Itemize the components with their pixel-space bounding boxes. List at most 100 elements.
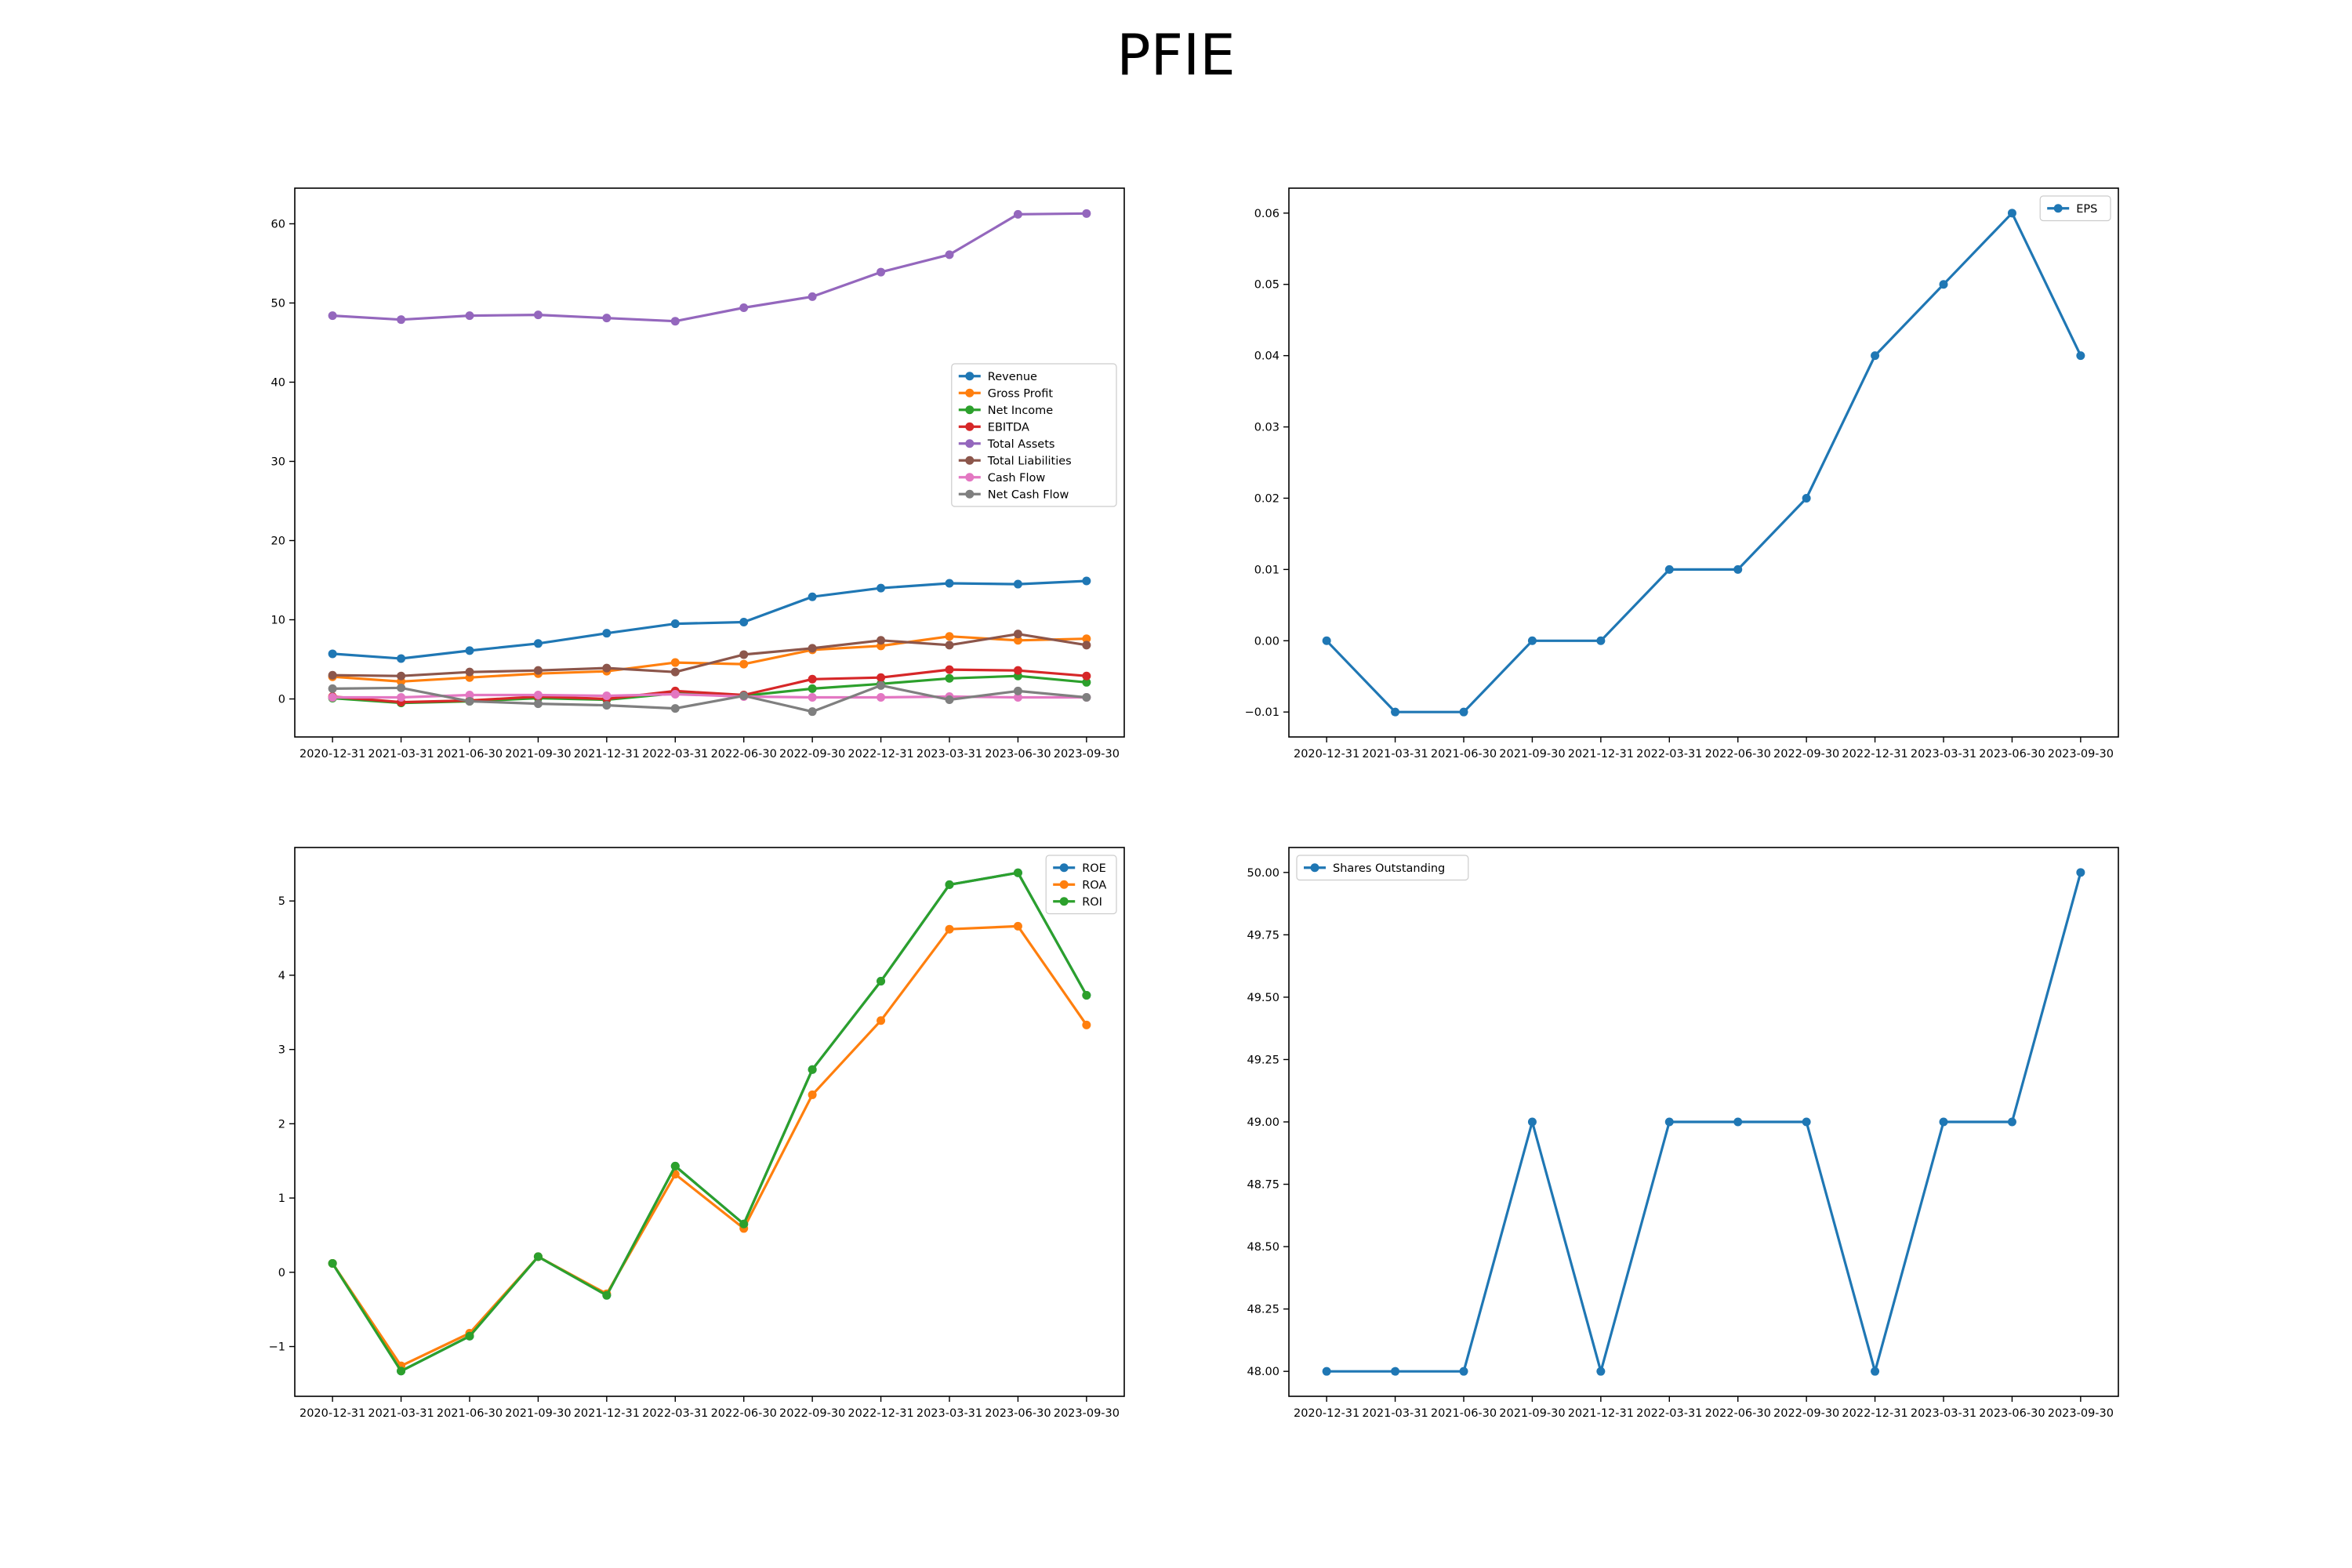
series-line (1325, 212, 2082, 713)
x-tick-label: 2022-03-31 (642, 748, 708, 760)
legend-label: Net Cash Flow (988, 488, 1069, 501)
data-point (1082, 671, 1091, 681)
legend-swatch-marker (965, 473, 975, 482)
data-point (1939, 1117, 1948, 1127)
data-point (397, 1367, 406, 1376)
series-line (332, 684, 1087, 713)
y-tick-label: −1 (269, 1341, 285, 1354)
data-point (397, 671, 406, 681)
x-tick-label: 2021-06-30 (1431, 748, 1497, 760)
legend-swatch-marker (965, 489, 975, 499)
data-point (328, 311, 337, 321)
y-tick-label: 3 (278, 1044, 285, 1057)
y-tick-label: 49.75 (1247, 929, 1279, 942)
data-point (945, 250, 954, 260)
data-point (602, 663, 612, 673)
data-point (328, 684, 337, 693)
legend: EPS (2039, 195, 2111, 222)
data-point (1733, 564, 1743, 574)
data-point (1082, 692, 1091, 702)
legend: ROE ROA ROI (1045, 855, 1117, 915)
data-point (1459, 1367, 1468, 1376)
data-point (1391, 707, 1400, 717)
data-point (1013, 579, 1022, 589)
data-point (1871, 351, 1880, 361)
data-point (739, 303, 749, 313)
data-point (808, 1090, 817, 1099)
x-tick-label: 2021-06-30 (437, 1407, 503, 1420)
data-point (808, 644, 817, 653)
x-tick-label: 2021-03-31 (368, 1407, 434, 1420)
y-tick-label: 10 (271, 615, 285, 627)
x-tick-label: 2023-06-30 (1979, 1407, 2045, 1420)
data-point (945, 924, 954, 934)
x-tick-label: 2022-03-31 (642, 1407, 708, 1420)
series-line (331, 871, 1088, 1373)
data-point (533, 699, 543, 709)
y-tick-label: 0.01 (1254, 564, 1279, 576)
data-point (1013, 209, 1022, 219)
y-tick-label: 50.00 (1247, 867, 1279, 880)
subplot-returns: 2020-12-31 2021-03-31 2021-06-30 2021-09-30… (269, 847, 1125, 1420)
data-point (1082, 1020, 1091, 1029)
x-tick-label: 2021-12-31 (574, 748, 640, 760)
x-tick-label: 2022-06-30 (711, 748, 777, 760)
data-point (328, 1258, 337, 1268)
data-point (1871, 1367, 1880, 1376)
data-point (1013, 921, 1022, 931)
y-tick-label: 48.75 (1247, 1179, 1279, 1192)
x-tick-label: 2022-09-30 (779, 748, 845, 760)
x-tick-label: 2023-09-30 (1054, 1407, 1120, 1420)
x-tick-label: 2023-03-31 (916, 1407, 982, 1420)
plot-area-frame (294, 187, 1125, 738)
y-tick-label: 5 (278, 895, 285, 908)
data-point (670, 619, 680, 629)
series-line (331, 924, 1088, 1367)
x-tick-label: 2022-09-30 (1773, 1407, 1839, 1420)
data-point (1013, 686, 1022, 695)
data-point (1802, 493, 1811, 503)
data-point (465, 646, 474, 655)
y-tick-label: 48.25 (1247, 1304, 1279, 1316)
data-point (945, 579, 954, 588)
legend: Revenue Gross Profit Net Income EBITDA Total… (951, 363, 1117, 507)
x-tick-label: 2022-06-30 (711, 1407, 777, 1420)
legend-box (1296, 855, 1469, 881)
data-point (739, 691, 749, 700)
x-tick-label: 2023-03-31 (1911, 1407, 1976, 1420)
x-tick-label: 2021-09-30 (505, 1407, 571, 1420)
legend-box (951, 363, 1117, 507)
data-point (877, 636, 886, 645)
x-tick-label: 2020-12-31 (299, 1407, 365, 1420)
data-point (877, 583, 886, 593)
x-tick-label: 2021-03-31 (1362, 1407, 1428, 1420)
x-tick-label: 2022-12-31 (1842, 748, 1907, 760)
x-tick-label: 2023-03-31 (1911, 748, 1976, 760)
data-point (2076, 868, 2085, 877)
data-point (739, 650, 749, 659)
data-point (808, 684, 817, 693)
data-point (1322, 1367, 1331, 1376)
data-point (533, 639, 543, 648)
subplot-eps: 2020-12-31 2021-03-31 2021-06-30 2021-09-30… (1245, 187, 2119, 760)
data-point (533, 690, 543, 699)
data-point (945, 632, 954, 641)
legend-label: EBITDA (988, 421, 1029, 434)
x-tick-label: 2021-03-31 (368, 748, 434, 760)
data-point (1013, 692, 1022, 702)
x-tick-label: 2022-12-31 (1842, 1407, 1907, 1420)
series-line (332, 692, 1087, 699)
data-point (2007, 1117, 2016, 1127)
x-tick-label: 2022-12-31 (848, 1407, 913, 1420)
data-point (1082, 634, 1091, 644)
legend-label: Net Income (988, 405, 1053, 417)
subplot-shares: 2020-12-31 2021-03-31 2021-06-30 2021-09-30… (1247, 847, 2119, 1420)
y-tick-label: 0.05 (1254, 279, 1279, 292)
legend-label: EPS (2076, 203, 2097, 216)
data-point (465, 311, 474, 321)
plot-area-frame (294, 847, 1125, 1397)
data-point (465, 1331, 474, 1341)
data-point (739, 659, 749, 669)
data-point (1664, 564, 1674, 574)
data-point (1939, 280, 1948, 289)
